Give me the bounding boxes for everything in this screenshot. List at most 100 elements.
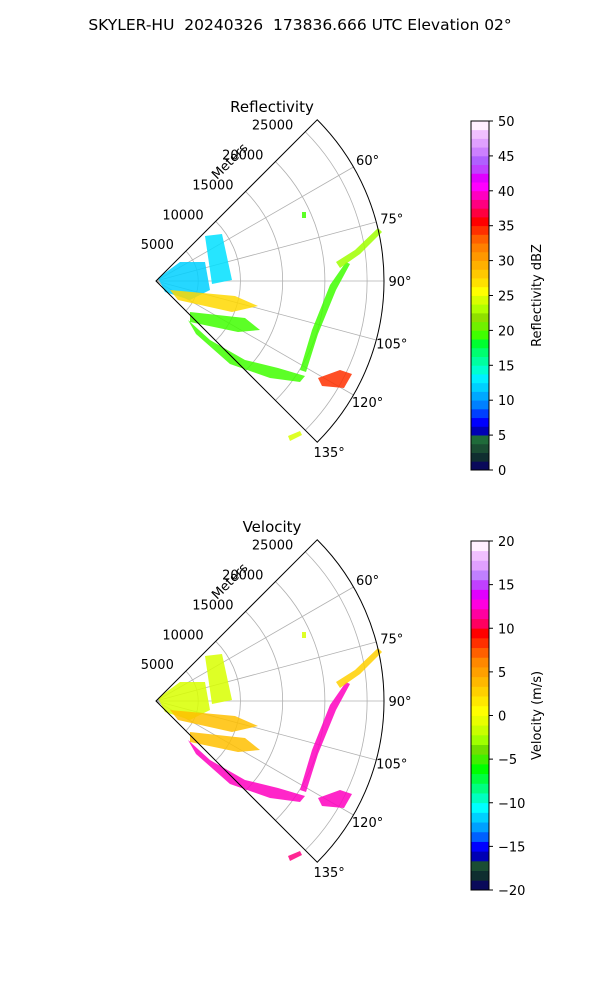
colorbar-swatch [471, 138, 489, 148]
colorbar-tick-label: 5 [498, 429, 506, 444]
echo-region-7 [318, 370, 352, 388]
echo-region-2 [170, 710, 258, 732]
colorbar-swatch [471, 435, 489, 445]
echo-region-2 [170, 290, 258, 312]
colorbar-swatch [471, 199, 489, 209]
echo-region-4 [188, 740, 305, 802]
radial-tick-label: 15000 [192, 598, 233, 613]
colorbar-swatch [471, 173, 489, 183]
echo-region-5 [300, 262, 350, 372]
echo-region-8 [288, 851, 302, 861]
colorbar-swatch [471, 260, 489, 270]
colorbar-swatch [471, 382, 489, 392]
azimuth-tick-label: 135° [313, 866, 344, 881]
colorbar-swatch [471, 570, 489, 581]
echo-region-5 [300, 682, 350, 792]
echo-region-9 [302, 632, 306, 638]
colorbar-swatch [471, 129, 489, 139]
colorbar-swatch [471, 225, 489, 235]
echo-region-8 [288, 431, 302, 441]
echo-region-6 [336, 648, 382, 688]
colorbar-swatch [471, 608, 489, 619]
colorbar-swatch [471, 443, 489, 453]
colorbar-swatch [471, 763, 489, 775]
colorbar-swatch [471, 147, 489, 157]
echo-region-3 [190, 312, 260, 332]
panel-title: Velocity [243, 518, 302, 536]
azimuth-tick-label: 60° [356, 154, 379, 169]
colorbar-tick-label: 40 [498, 185, 515, 200]
colorbar-swatch [471, 295, 489, 305]
reflectivity-panel: Reflectivity500010000150002000025000Mete… [141, 98, 545, 479]
colorbar-swatch [471, 686, 489, 697]
colorbar-swatch [471, 715, 489, 726]
colorbar-swatch [471, 286, 489, 296]
colorbar-swatch [471, 164, 489, 174]
colorbar-swatch [471, 391, 489, 401]
echo-region-1 [205, 234, 232, 284]
colorbar-swatch [471, 400, 489, 410]
colorbar-swatch [471, 216, 489, 227]
colorbar-swatch [471, 234, 489, 244]
sector-outline [155, 119, 385, 443]
colorbar-tick-label: 30 [498, 255, 515, 270]
colorbar-tick-label: 35 [498, 220, 515, 235]
colorbar-swatch [471, 676, 489, 687]
colorbar-label: Reflectivity dBZ [530, 244, 545, 347]
colorbar-swatch [471, 269, 489, 279]
colorbar-tick-label: −10 [498, 797, 525, 812]
azimuth-tick-label: 105° [376, 338, 407, 353]
colorbar-tick-label: 0 [498, 710, 506, 725]
colorbar-swatch [471, 190, 489, 200]
colorbar-swatch [471, 696, 489, 707]
sector-outline [155, 539, 385, 863]
colorbar-swatch [471, 841, 489, 852]
colorbar-tick-label: 20 [498, 535, 515, 550]
colorbar-swatch [471, 705, 489, 716]
colorbar-swatch [471, 356, 489, 366]
azimuth-tick-label: 120° [352, 396, 383, 411]
colorbar-swatch [471, 637, 489, 649]
colorbar-swatch [471, 251, 489, 261]
azimuth-tick-label: 90° [388, 275, 411, 290]
colorbar-swatch [471, 734, 489, 745]
colorbar-swatch [471, 647, 489, 658]
colorbar-swatch [471, 541, 489, 552]
colorbar-swatch [471, 560, 489, 571]
azimuth-tick-label: 60° [356, 574, 379, 589]
colorbar-swatch [471, 628, 489, 639]
colorbar-swatch [471, 243, 489, 253]
azimuth-tick-label: 90° [388, 695, 411, 710]
echo-region-6 [336, 228, 382, 268]
colorbar-swatch [471, 155, 489, 166]
colorbar-swatch [471, 426, 489, 436]
colorbar-swatch [471, 667, 489, 678]
colorbar-swatch [471, 330, 489, 340]
colorbar-swatch [471, 793, 489, 804]
colorbar-swatch [471, 550, 489, 561]
colorbar-swatch [471, 860, 489, 872]
colorbar-swatch [471, 121, 489, 131]
colorbar-swatch [471, 589, 489, 600]
echo-region-1 [205, 654, 232, 704]
colorbar-tick-label: −20 [498, 884, 525, 899]
colorbar-swatch [471, 347, 489, 357]
azimuth-tick-label: 120° [352, 816, 383, 831]
colorbar-tick-label: 20 [498, 324, 515, 339]
colorbar-tick-label: −15 [498, 840, 525, 855]
colorbar-swatch [471, 657, 489, 668]
colorbar-swatch [471, 208, 489, 218]
colorbar-tick-label: 5 [498, 666, 506, 681]
colorbar-tick-label: 0 [498, 464, 506, 479]
echo-region-4 [188, 320, 305, 382]
radial-tick-label: 5000 [141, 658, 174, 673]
panel-title: Reflectivity [230, 98, 314, 116]
colorbar-swatch [471, 339, 489, 349]
colorbar-swatch [471, 408, 489, 419]
colorbar-tick-label: 15 [498, 359, 515, 374]
colorbar-swatch [471, 182, 489, 192]
echo-region-9 [302, 212, 306, 218]
colorbar-swatch [471, 783, 489, 794]
